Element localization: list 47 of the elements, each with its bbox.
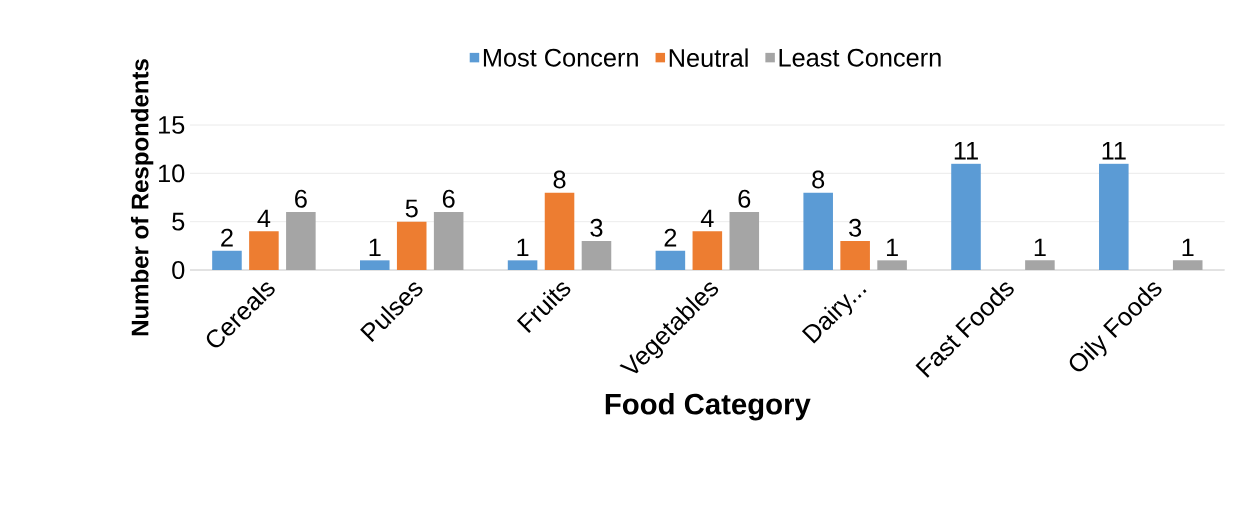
data-label: 6 (442, 189, 455, 208)
bar (840, 241, 870, 270)
y-tick-label: 0 (172, 261, 185, 279)
data-label: 1 (369, 238, 381, 257)
data-label: 11 (1102, 141, 1126, 160)
x-axis-title: Food Category (605, 392, 811, 421)
legend-label: Least Concern (779, 48, 941, 67)
bar (877, 260, 907, 270)
data-label: 1 (1182, 238, 1194, 257)
data-label: 5 (405, 199, 418, 218)
legend-label: Most Concern (483, 48, 638, 67)
bar (396, 221, 427, 270)
bar (581, 241, 612, 270)
bar (544, 192, 575, 270)
bar (212, 250, 242, 270)
data-label: 1 (886, 238, 898, 257)
bar (359, 260, 390, 270)
data-label: 3 (590, 218, 603, 237)
data-label: 6 (738, 189, 751, 208)
bar (507, 260, 538, 270)
data-label: 3 (849, 218, 862, 237)
bar (286, 212, 316, 270)
bar (1099, 163, 1129, 270)
data-label: 1 (517, 238, 529, 257)
data-label: 11 (954, 141, 978, 160)
data-label: 4 (700, 209, 714, 228)
bar (249, 231, 279, 270)
y-axis-title: Number of Respondents (130, 59, 154, 336)
bar (729, 212, 760, 270)
bar (1025, 260, 1055, 270)
data-label: 1 (1034, 238, 1046, 257)
data-label: 4 (257, 209, 271, 228)
data-label: 8 (553, 170, 566, 189)
legend-label: Neutral (669, 48, 748, 67)
bar (803, 192, 833, 270)
bar (951, 163, 981, 270)
bar (692, 231, 723, 270)
y-tick-label: 15 (159, 116, 185, 134)
y-tick-label: 10 (159, 164, 185, 183)
data-label: 2 (221, 228, 233, 247)
data-label: 6 (295, 189, 307, 208)
bar (655, 250, 686, 270)
bar (1172, 260, 1203, 270)
data-label: 2 (664, 228, 677, 247)
data-label: 8 (812, 170, 825, 189)
y-tick-label: 5 (172, 212, 185, 231)
bar (433, 212, 464, 270)
